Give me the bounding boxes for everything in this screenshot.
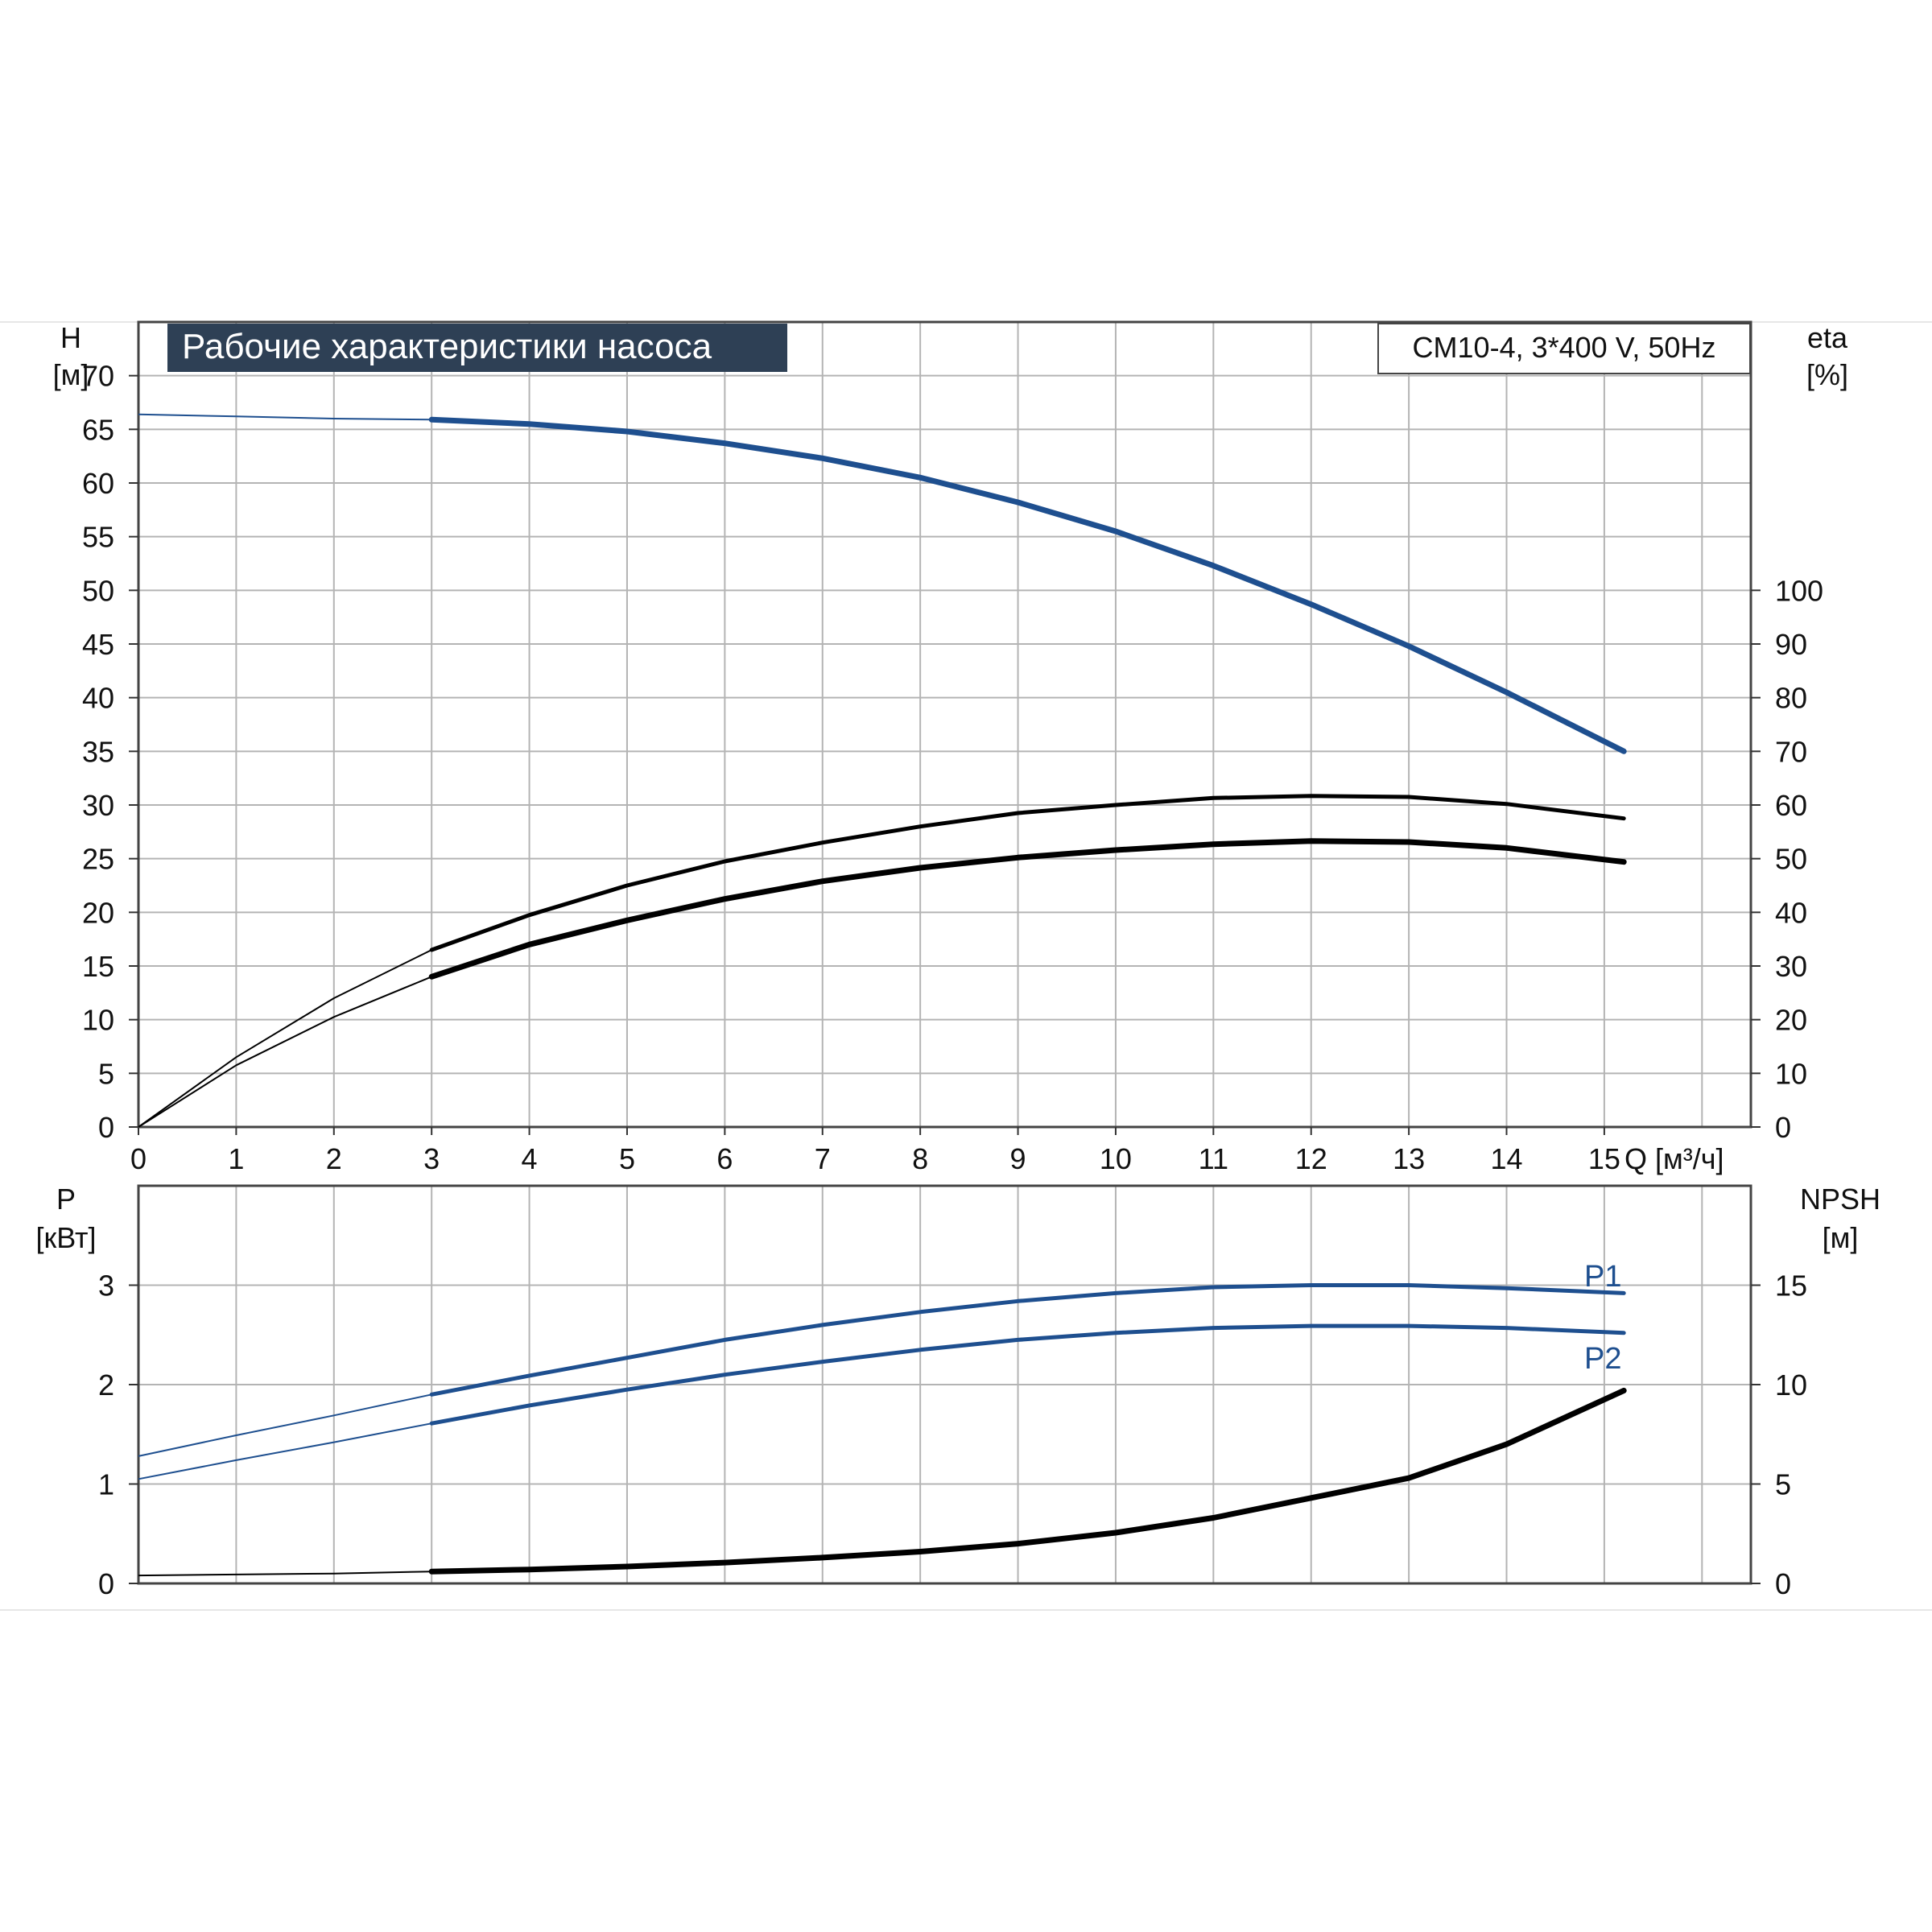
- top-x-tick-label: 13: [1393, 1142, 1425, 1175]
- top-grid: [138, 321, 1751, 1128]
- top-left-tick-label: 55: [82, 521, 114, 554]
- top-x-tick-label: 9: [1010, 1142, 1026, 1175]
- model-box: [1377, 323, 1751, 374]
- bottom-series: [138, 1283, 1627, 1577]
- p-axis-name: P: [56, 1183, 76, 1216]
- bottom-p2-curve-extension: [138, 1422, 432, 1480]
- top-left-tick-label: 35: [82, 735, 114, 768]
- top-left-tick-label: 60: [82, 467, 114, 500]
- chart-title: Рабочие характеристики насоса: [182, 327, 712, 366]
- bottom-right-tick-label: 15: [1775, 1269, 1807, 1302]
- bottom-right-tick-label: 0: [1775, 1567, 1791, 1600]
- top-right-tick-label: 10: [1775, 1057, 1807, 1090]
- top-x-tick-label: 1: [228, 1142, 244, 1175]
- bottom-grid: [138, 1185, 1751, 1584]
- top-left-tick-label: 20: [82, 896, 114, 929]
- top-right-tick-label: 100: [1775, 574, 1823, 607]
- eta-axis-unit: [%]: [1806, 358, 1848, 391]
- top-x-tick-label: 15: [1588, 1142, 1620, 1175]
- top-h-curve-extension: [138, 413, 432, 421]
- top-x-tick-label: 5: [619, 1142, 635, 1175]
- top-right-tick-label: 60: [1775, 789, 1807, 822]
- top-left-tick-label: 45: [82, 628, 114, 661]
- top-left-tick-label: 25: [82, 843, 114, 876]
- top-left-tick-label: 70: [82, 360, 114, 393]
- bottom-p1-curve-extension: [138, 1393, 432, 1457]
- title-box: [167, 324, 787, 372]
- top-x-tick-label: 0: [130, 1142, 147, 1175]
- top-h-curve: [428, 416, 1627, 754]
- top-right-tick-label: 90: [1775, 628, 1807, 661]
- top-left-tick-label: 15: [82, 950, 114, 983]
- model-label: CM10-4, 3*400 V, 50Hz: [1413, 331, 1716, 364]
- top-series: [138, 413, 1627, 1128]
- top-right-tick-label: 40: [1775, 896, 1807, 929]
- p2-series-label: P2: [1584, 1342, 1621, 1376]
- eta-axis-name: eta: [1807, 321, 1848, 354]
- top-right-tick-label: 0: [1775, 1111, 1791, 1144]
- top-x-tick-label: 2: [326, 1142, 342, 1175]
- npsh-axis-name: NPSH: [1800, 1183, 1880, 1216]
- top-plot-frame: [137, 320, 1752, 1129]
- bottom-left-tick-label: 2: [98, 1368, 114, 1402]
- top-x-tick-label: 7: [815, 1142, 831, 1175]
- top-left-tick-label: 50: [82, 574, 114, 607]
- top-x-tick-label: 11: [1199, 1142, 1228, 1175]
- top-left-tick-label: 10: [82, 1004, 114, 1037]
- top-x-tick-label: 12: [1295, 1142, 1327, 1175]
- top-right-tick-label: 20: [1775, 1004, 1807, 1037]
- top-eta_lower-curve: [428, 838, 1627, 980]
- top-x-tick-label: 3: [423, 1142, 440, 1175]
- bottom-left-tick-label: 3: [98, 1269, 114, 1302]
- top-left-tick-label: 0: [98, 1111, 114, 1144]
- top-right-tick-label: 30: [1775, 950, 1807, 983]
- p1-series-label: P1: [1584, 1260, 1621, 1294]
- top-right-tick-label: 70: [1775, 735, 1807, 768]
- top-left-tick-label: 40: [82, 682, 114, 715]
- top-x-tick-label: 14: [1490, 1142, 1522, 1175]
- top-x-tick-label: 4: [522, 1142, 538, 1175]
- top-eta_upper-curve: [429, 794, 1626, 952]
- top-x-tick-label: 6: [716, 1142, 733, 1175]
- bottom-right-tick-label: 5: [1775, 1468, 1791, 1501]
- top-left-tick-label: 30: [82, 789, 114, 822]
- top-panel: 0510152025303540455055606570010203040506…: [53, 320, 1848, 1175]
- bottom-left-tick-label: 1: [98, 1468, 114, 1501]
- bottom-p1-curve: [429, 1283, 1626, 1397]
- bottom-right-tick-label: 10: [1775, 1368, 1807, 1402]
- top-right-tick-label: 50: [1775, 843, 1807, 876]
- bottom-npsh-curve-extension: [138, 1571, 432, 1577]
- p-axis-unit: [кВт]: [35, 1221, 96, 1254]
- top-eta_upper-curve-extension: [138, 949, 432, 1128]
- top-x-tick-label: 10: [1100, 1142, 1132, 1175]
- bottom-ticks: 0 1 2 3 0 5 10 15: [98, 1269, 1807, 1601]
- npsh-axis-unit: [м]: [1823, 1221, 1859, 1254]
- h-axis-name: H: [60, 321, 81, 354]
- bottom-panel: 0 1 2 3 0 5 10 15 P [кВт] NPSH [м] P1 P2: [35, 1183, 1880, 1600]
- h-axis-unit: [м]: [53, 358, 89, 391]
- top-left-tick-label: 5: [98, 1057, 114, 1090]
- top-eta_lower-curve-extension: [138, 976, 432, 1128]
- top-right-tick-label: 80: [1775, 682, 1807, 715]
- top-x-tick-label: 8: [912, 1142, 928, 1175]
- top-left-tick-label: 65: [82, 413, 114, 446]
- bottom-npsh-curve: [428, 1387, 1627, 1575]
- q-axis-label: Q [м³/ч]: [1624, 1142, 1724, 1175]
- bottom-p2-curve: [429, 1323, 1626, 1426]
- bottom-left-tick-label: 0: [98, 1567, 114, 1600]
- top-ticks: 0510152025303540455055606570010203040506…: [82, 360, 1823, 1175]
